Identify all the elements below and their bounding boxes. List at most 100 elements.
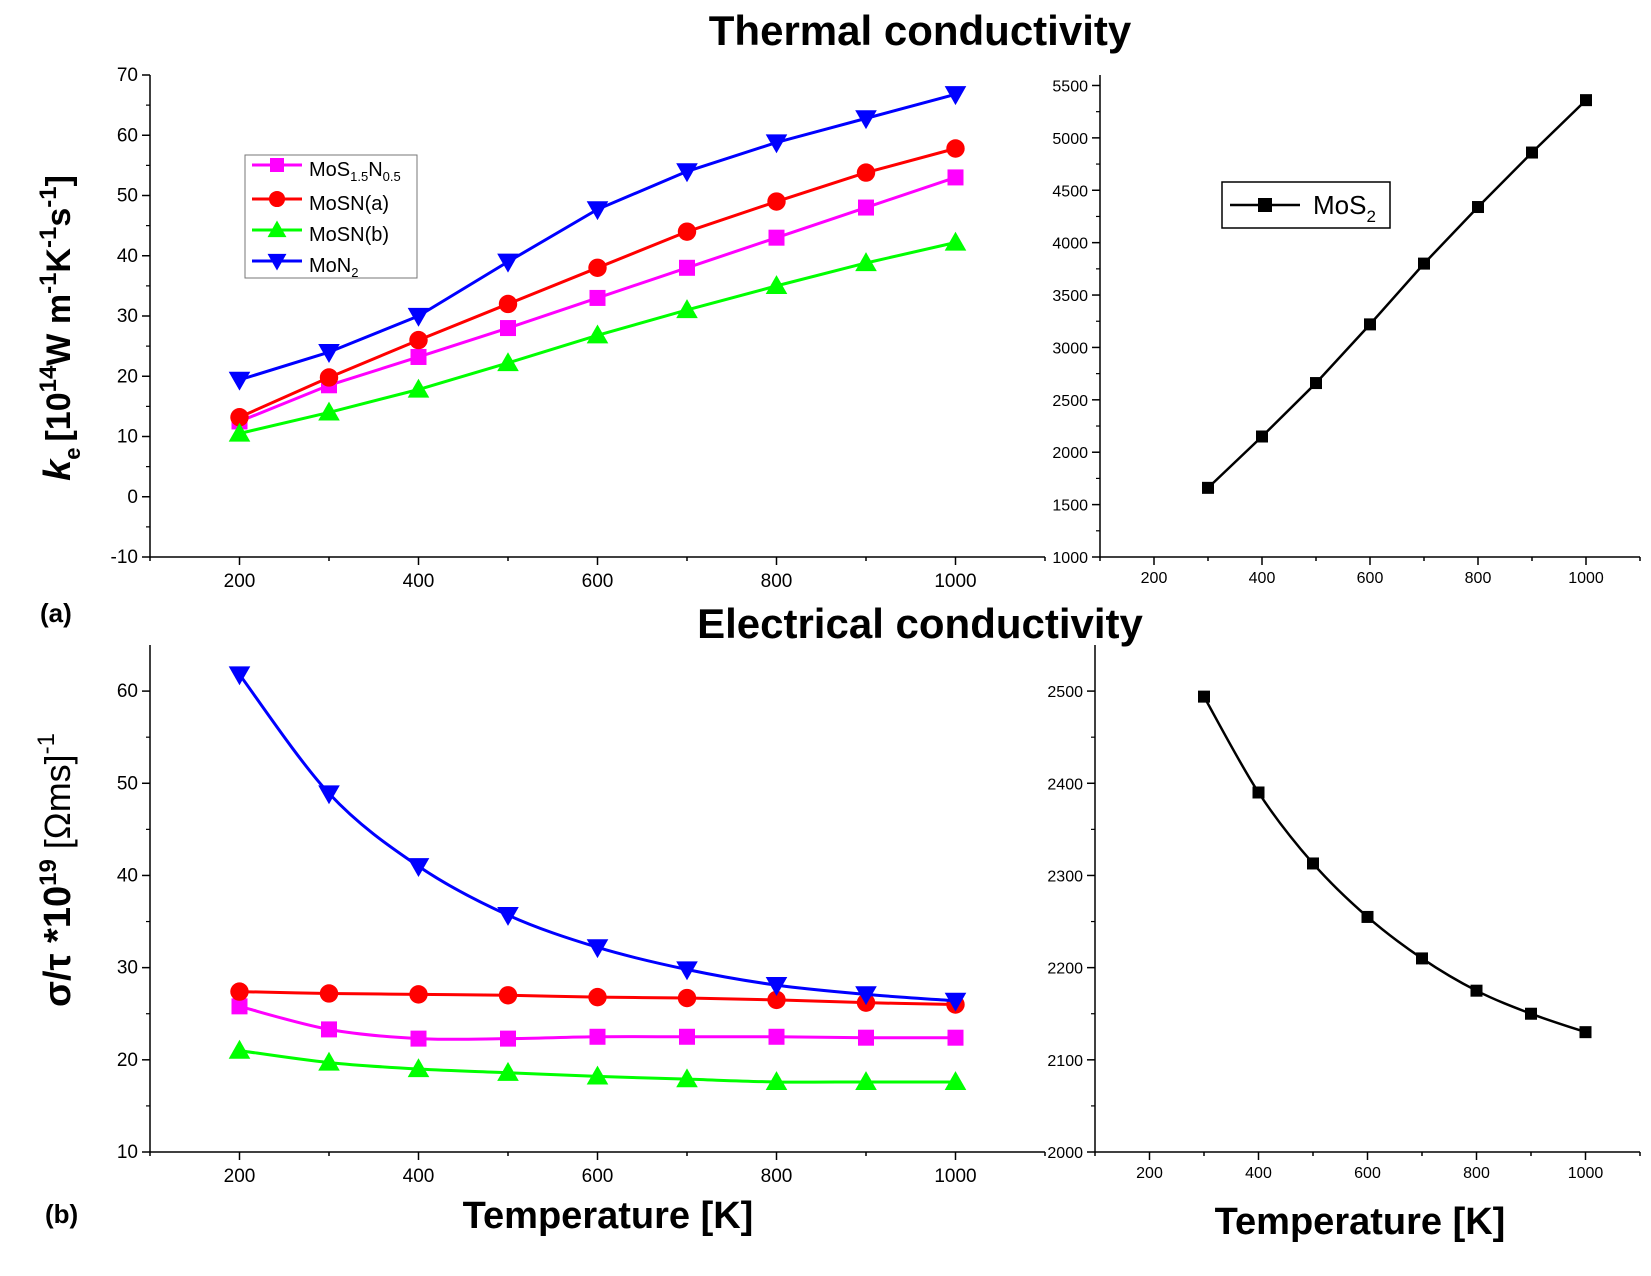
electrical-main-series-line-3 — [238, 673, 956, 1003]
thermal-mos2-y-tick-label: 3500 — [1052, 288, 1088, 305]
electrical-main-y-tick-label: 40 — [117, 865, 138, 886]
electrical-mos2-chart: 2000 2100 2200 2300 2400 2500 200 400 600 800 1000 — [1047, 645, 1641, 1182]
thermal-main-point-3-1 — [318, 344, 340, 363]
electrical-mos2-x-tick-label: 800 — [1463, 1165, 1490, 1182]
thermal-mos2-chart: 1000 1500 2000 2500 3000 3500 4000 4500 5000 5500… — [1052, 75, 1641, 587]
thermal-main-y-tick-label: 60 — [117, 125, 138, 146]
thermal-mos2-x-tick-label: 1000 — [1568, 570, 1604, 587]
legend-item-mos15n05: MoS1.5N0.5 — [309, 159, 401, 184]
thermal-main-point-0-4 — [589, 289, 606, 306]
electrical-main-point-1-4 — [588, 987, 607, 1007]
thermal-main-point-3-0 — [228, 371, 251, 391]
thermal-main-point-1-7 — [856, 163, 876, 182]
legend-mos2-label: MoS2 — [1313, 190, 1376, 226]
electrical-main-point-1-2 — [409, 985, 428, 1004]
electrical-mos2-point-0-5 — [1470, 984, 1483, 997]
thermal-main-point-2-8 — [944, 231, 967, 251]
electrical-mos2-point-0-4 — [1416, 952, 1428, 965]
electrical-mos2-point-0-2 — [1307, 857, 1319, 870]
thermal-main-y-tick-label: 70 — [117, 65, 138, 86]
thermal-main-y-tick-label: 20 — [117, 366, 138, 387]
electrical-main-y-tick-label: 10 — [117, 1142, 138, 1163]
thermal-mos2-point-0-2 — [1310, 377, 1322, 390]
thermal-main-y-tick-label: 30 — [117, 306, 138, 327]
legend-item-mosn-b: MoSN(b) — [309, 224, 389, 246]
thermal-main-point-3-3 — [497, 253, 519, 273]
thermal-mos2-series-line-0 — [1207, 99, 1587, 489]
electrical-mos2-x-tick-label: 200 — [1136, 1165, 1163, 1182]
thermal-main-point-2-5 — [676, 299, 698, 319]
thermal-main-y-tick-label: 50 — [117, 186, 138, 207]
ylabel-thermal-e: e — [60, 448, 85, 460]
electrical-main-point-2-8 — [944, 1071, 967, 1091]
electrical-main-point-0-5 — [679, 1028, 695, 1045]
thermal-main-point-2-7 — [855, 252, 877, 272]
legend-label-mosn-a: MoSN(a) — [309, 193, 389, 215]
thermal-mos2-point-0-4 — [1418, 257, 1430, 270]
electrical-main-point-2-5 — [676, 1068, 698, 1088]
electrical-mos2-x-tick-label: 400 — [1245, 1165, 1272, 1182]
legend-thermal-marks — [252, 158, 302, 271]
thermal-mos2-y-tick-label: 4500 — [1052, 183, 1088, 200]
thermal-main-point-0-5 — [679, 259, 695, 276]
ylabel-thermal-k: k — [37, 458, 79, 481]
legend-thermal: MoS1.5N0.5 MoSN(a) MoSN(b) MoN2 — [244, 154, 418, 280]
thermal-main-y-tick-label: 40 — [117, 246, 138, 267]
thermal-mos2-point-0-1 — [1256, 430, 1268, 443]
electrical-main-y-tick-label: 50 — [117, 773, 138, 794]
thermal-main-y-tick-label: 10 — [117, 427, 138, 448]
legend-mos2-box — [1221, 181, 1391, 229]
electrical-main-point-3-3 — [497, 906, 519, 926]
electrical-mos2-y-tick-label: 2100 — [1047, 1053, 1083, 1070]
thermal-mos2-y-tick-label: 5000 — [1052, 131, 1088, 148]
thermal-mos2-point-0-5 — [1472, 201, 1484, 214]
thermal-mos2-y-tick-label: 4000 — [1052, 236, 1088, 253]
electrical-main-point-0-4 — [589, 1028, 606, 1045]
electrical-main-x-tick-label: 400 — [403, 1166, 435, 1187]
thermal-mos2-y-tick-label: 2500 — [1052, 393, 1088, 410]
electrical-main-point-2-3 — [497, 1061, 519, 1081]
legend-label-mosn-b: MoSN(b) — [309, 224, 389, 246]
thermal-main-x-tick-label: 600 — [582, 571, 614, 592]
thermal-mos2-point-0-7 — [1580, 94, 1592, 107]
thermal-main-point-2-2 — [407, 378, 430, 398]
thermal-main-point-1-8 — [946, 139, 965, 158]
ylabel-thermal-w: W m — [40, 294, 78, 366]
electrical-main-point-3-8 — [944, 992, 967, 1012]
electrical-main-point-1-3 — [498, 986, 518, 1005]
electrical-mos2-series-line-0 — [1202, 696, 1586, 1034]
electrical-mos2-y-tick-label: 2400 — [1047, 776, 1083, 793]
thermal-main-point-1-4 — [588, 258, 607, 277]
ylabel-thermal-exp-b: -1 — [35, 227, 62, 248]
xlabel-bottom-right: Temperature [K] — [1215, 1201, 1506, 1243]
thermal-mos2-point-0-6 — [1526, 146, 1538, 159]
thermal-title: Thermal conductivity — [709, 7, 1132, 54]
electrical-main-point-0-1 — [321, 1021, 337, 1038]
electrical-main-point-3-1 — [318, 785, 340, 805]
electrical-main-point-2-0 — [228, 1039, 251, 1059]
thermal-main-point-3-7 — [855, 110, 877, 130]
thermal-main-point-0-6 — [768, 229, 785, 246]
thermal-mos2-y-tick-label: 2000 — [1052, 445, 1088, 462]
thermal-main-point-1-0 — [230, 408, 249, 427]
thermal-main-point-1-1 — [319, 368, 339, 387]
thermal-main-point-0-7 — [858, 199, 874, 216]
electrical-main-point-3-6 — [765, 977, 788, 996]
thermal-main-point-0-3 — [500, 320, 516, 337]
ylabel-thermal: ke[1014W m-1K-1s-1] — [35, 175, 85, 481]
thermal-main-point-3-2 — [407, 307, 430, 327]
thermal-main-x-tick-label: 800 — [761, 571, 793, 592]
electrical-main-point-1-1 — [319, 984, 339, 1003]
thermal-main-x-tick-label: 400 — [403, 571, 435, 592]
thermal-main-x-tick-label: 200 — [224, 571, 256, 592]
legend-mos2: MoS2 — [1221, 181, 1391, 229]
electrical-main-point-2-4 — [586, 1065, 609, 1085]
thermal-main-y-tick-label: -10 — [111, 547, 138, 568]
thermal-main-y-tick-label: 0 — [127, 487, 138, 508]
electrical-mos2-y-tick-label: 2300 — [1047, 868, 1083, 885]
thermal-main-point-1-3 — [498, 294, 518, 314]
thermal-main-point-2-3 — [497, 352, 519, 372]
thermal-mos2-x-tick-label: 200 — [1141, 570, 1168, 587]
legend-thermal-marker-1 — [268, 190, 286, 208]
electrical-mos2-point-0-0 — [1198, 690, 1210, 703]
